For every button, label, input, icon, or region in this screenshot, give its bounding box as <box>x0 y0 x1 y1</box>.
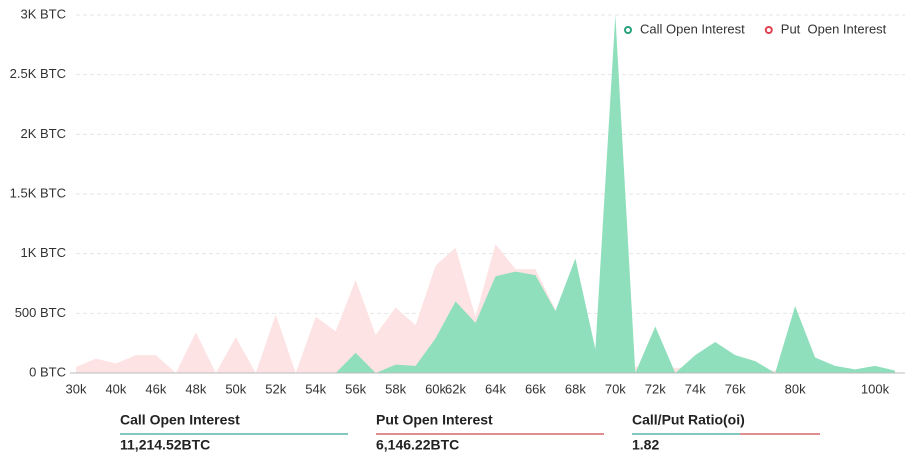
y-tick-label: 2.5K BTC <box>10 66 66 81</box>
y-tick-label: 2K BTC <box>20 126 66 141</box>
x-tick-label: 40k <box>105 381 126 396</box>
x-tick-label: 48k <box>185 381 206 396</box>
x-tick-label: 70k <box>605 381 626 396</box>
x-tick-label: 50k <box>225 381 246 396</box>
summary: Call Open Interest 11,214.52BTC Put Open… <box>120 412 820 453</box>
summary-label: Put Open Interest <box>376 412 493 428</box>
x-tick-label: 66k <box>525 381 546 396</box>
x-tick-label: 58k <box>385 381 406 396</box>
y-tick-label: 500 BTC <box>15 305 66 320</box>
x-tick-label: 76k <box>725 381 746 396</box>
x-tick-label: 30k <box>66 381 87 396</box>
x-tick-label: 46k <box>145 381 166 396</box>
x-tick-label: 68k <box>565 381 586 396</box>
y-tick-label: 3K BTC <box>20 6 66 21</box>
summary-label: Call Open Interest <box>120 412 240 428</box>
summary-label: Call/Put Ratio(oi) <box>632 412 745 428</box>
plot <box>76 14 905 373</box>
y-tick-label: 1K BTC <box>20 245 66 260</box>
x-tick-label: 72k <box>645 381 666 396</box>
legend-marker <box>764 26 773 34</box>
area <box>76 15 895 373</box>
x-tick-label: 54k <box>305 381 326 396</box>
legend-marker <box>624 26 632 34</box>
legend-label: Put Open Interest <box>781 21 887 36</box>
summary-value: 1.82 <box>632 437 659 453</box>
summary-value: 6,146.22BTC <box>376 437 459 453</box>
x-tick-label: 64k <box>485 381 506 396</box>
x-tick-label: 62k <box>445 381 466 396</box>
x-tick-label: 100k <box>861 381 890 396</box>
x-tick-label: 52k <box>265 381 286 396</box>
x-tick-label: 56k <box>345 381 366 396</box>
y-tick-label: 1.5K BTC <box>10 185 66 200</box>
x-tick-label: 80k <box>785 381 806 396</box>
legend-label: Call Open Interest <box>640 21 745 36</box>
x-tick-label: 60k <box>425 381 446 396</box>
y-tick-label: 0 BTC <box>29 364 66 379</box>
x-tick-label: 74k <box>685 381 706 396</box>
summary-value: 11,214.52BTC <box>120 437 210 453</box>
